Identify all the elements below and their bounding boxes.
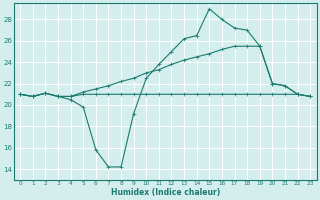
X-axis label: Humidex (Indice chaleur): Humidex (Indice chaleur) [111, 188, 220, 197]
